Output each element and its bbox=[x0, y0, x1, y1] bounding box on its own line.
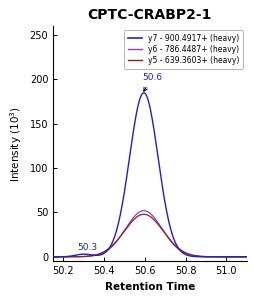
Y-axis label: Intensity (10$^{3}$): Intensity (10$^{3}$) bbox=[8, 106, 24, 182]
Title: CPTC-CRABP2-1: CPTC-CRABP2-1 bbox=[87, 8, 211, 22]
Text: 50.6: 50.6 bbox=[141, 73, 161, 91]
X-axis label: Retention Time: Retention Time bbox=[104, 282, 194, 292]
Text: 50.3: 50.3 bbox=[77, 243, 98, 252]
Legend: y7 - 900.4917+ (heavy), y6 - 786.4487+ (heavy), y5 - 639.3603+ (heavy): y7 - 900.4917+ (heavy), y6 - 786.4487+ (… bbox=[123, 30, 242, 69]
